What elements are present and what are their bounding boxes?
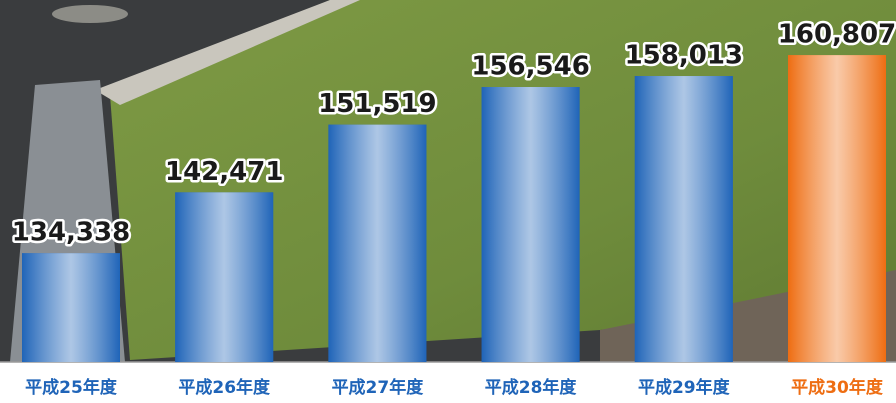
x-tick-label: 平成30年度 xyxy=(791,377,884,398)
bar-shine xyxy=(634,76,733,362)
bar-shine xyxy=(481,87,580,362)
x-tick-label: 平成25年度 xyxy=(25,377,118,398)
value-label: 134,338 xyxy=(12,218,130,248)
value-label: 156,546 xyxy=(471,52,589,82)
x-tick-label: 平成27年度 xyxy=(332,377,425,398)
bar-shine xyxy=(788,55,886,362)
x-tick-label: 平成26年度 xyxy=(178,377,271,398)
value-label: 158,013 xyxy=(625,41,743,71)
bar-shine xyxy=(328,124,427,362)
x-tick-label: 平成28年度 xyxy=(485,377,578,398)
value-label: 151,519 xyxy=(318,89,436,119)
bar-shine xyxy=(22,253,120,362)
value-label: 142,471 xyxy=(165,157,283,187)
x-tick-label: 平成29年度 xyxy=(638,377,731,398)
bar-shine xyxy=(175,192,274,362)
value-label: 160,807 xyxy=(778,20,896,50)
